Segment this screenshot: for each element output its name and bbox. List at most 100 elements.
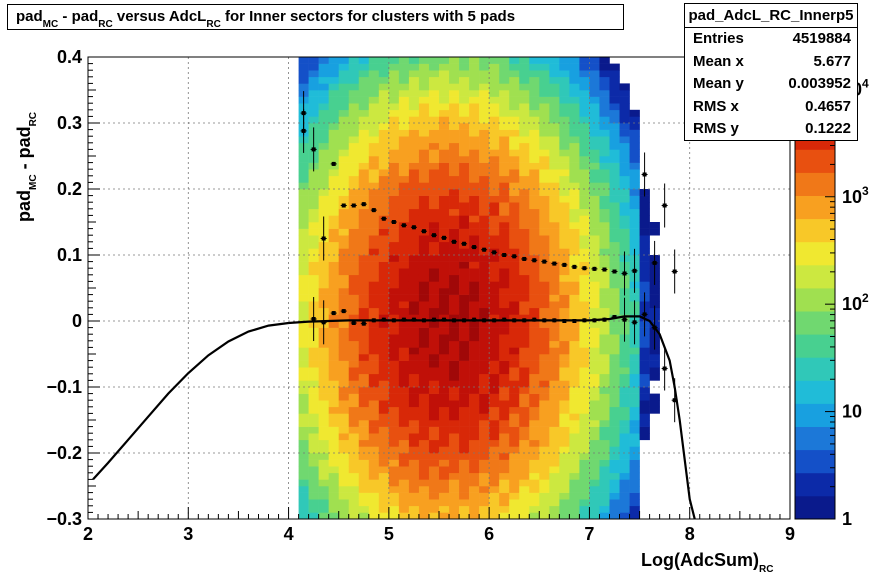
heatmap-cell [569, 294, 580, 302]
heatmap-cell [459, 103, 470, 111]
heatmap-cell [599, 136, 610, 144]
heatmap-cell [378, 367, 390, 375]
heatmap-cell [559, 459, 570, 467]
heatmap-cell [469, 156, 480, 163]
heatmap-cell [298, 156, 309, 163]
heatmap-cell [408, 123, 420, 130]
heatmap-cell [539, 90, 550, 97]
heatmap-cell [519, 222, 530, 229]
heatmap-cell [408, 294, 420, 302]
heatmap-cell [599, 387, 610, 394]
heatmap-cell [388, 294, 400, 302]
y-tick-label: 0.2 [57, 179, 82, 199]
heatmap-cell [298, 255, 309, 262]
heatmap-cell [479, 195, 490, 203]
heatmap-cell [569, 281, 580, 289]
profile-marker [522, 256, 527, 261]
heatmap-cell [499, 347, 510, 355]
heatmap-cell [499, 420, 510, 427]
heatmap-cell [469, 274, 480, 282]
heatmap-cell [338, 248, 350, 256]
heatmap-cell [378, 83, 390, 91]
heatmap-cell [549, 446, 560, 454]
heatmap-cell [439, 70, 450, 78]
heatmap-cell [418, 413, 430, 421]
heatmap-cell [579, 426, 590, 434]
heatmap-cell [599, 83, 610, 91]
heatmap-cell [439, 340, 450, 348]
heatmap-cell [479, 83, 490, 91]
heatmap-cell [298, 202, 309, 210]
heatmap-cell [348, 235, 360, 243]
heatmap-cell [519, 459, 530, 467]
heatmap-cell [579, 123, 590, 130]
heatmap-cell [328, 334, 340, 342]
heatmap-cell [388, 129, 400, 137]
heatmap-cell [499, 274, 510, 282]
heatmap-cell [609, 479, 620, 487]
colorbar-segment [795, 380, 835, 404]
profile-marker [592, 266, 597, 271]
heatmap-cell [599, 413, 610, 421]
heatmap-cell [308, 255, 319, 262]
heatmap-cell [398, 380, 410, 388]
heatmap-cell [489, 393, 500, 401]
heatmap-cell [539, 235, 550, 243]
profile-marker [341, 309, 346, 314]
heatmap-cell [559, 393, 570, 401]
heatmap-cell [439, 241, 450, 249]
heatmap-cell [348, 63, 360, 71]
heatmap-cell [348, 459, 360, 467]
heatmap-cell [469, 228, 480, 236]
heatmap-cell [348, 222, 360, 229]
heatmap-cell [579, 459, 590, 467]
heatmap-cell [308, 274, 319, 282]
heatmap-cell [449, 169, 460, 177]
heatmap-cell [519, 420, 530, 427]
heatmap-cell [398, 228, 410, 236]
heatmap-cell [619, 433, 630, 441]
heatmap-cell [609, 288, 620, 295]
heatmap-cell [609, 274, 620, 282]
heatmap-cell [569, 162, 580, 170]
heatmap-cell [449, 235, 460, 243]
heatmap-cell [328, 294, 340, 302]
heatmap-cell [589, 274, 600, 282]
stats-value: 0.4657 [805, 97, 851, 115]
heatmap-cell [499, 255, 510, 262]
heatmap-cell [338, 149, 350, 157]
heatmap-cell [308, 109, 319, 117]
heatmap-cell [358, 486, 370, 493]
heatmap-cell [469, 294, 480, 302]
heatmap-cell [549, 169, 560, 177]
heatmap-cell [479, 149, 490, 157]
heatmap-cell [368, 175, 380, 183]
heatmap-cell [509, 420, 520, 427]
heatmap-cell [338, 142, 350, 150]
heatmap-cell [398, 413, 410, 421]
heatmap-cell [549, 393, 560, 401]
heatmap-cell [509, 400, 520, 408]
heatmap-cell [469, 459, 480, 467]
heatmap-cell [418, 466, 430, 474]
heatmap-cell [408, 307, 420, 315]
heatmap-cell [358, 261, 370, 269]
heatmap-cell [519, 156, 530, 163]
heatmap-cell [549, 90, 560, 97]
heatmap-cell [489, 380, 500, 388]
heatmap-cell [388, 505, 400, 513]
heatmap-cell [418, 420, 430, 427]
heatmap-cell [559, 83, 570, 91]
heatmap-cell [629, 505, 640, 513]
heatmap-cell [368, 96, 380, 104]
heatmap-cell [489, 340, 500, 348]
heatmap-cell [338, 472, 350, 480]
heatmap-cell [529, 274, 540, 282]
heatmap-cell [489, 406, 500, 414]
heatmap-cell [549, 142, 560, 150]
heatmap-cell [368, 459, 380, 467]
heatmap-cell [559, 321, 570, 328]
heatmap-cell [368, 340, 380, 348]
heatmap-cell [569, 459, 580, 467]
heatmap-cell [298, 63, 309, 71]
